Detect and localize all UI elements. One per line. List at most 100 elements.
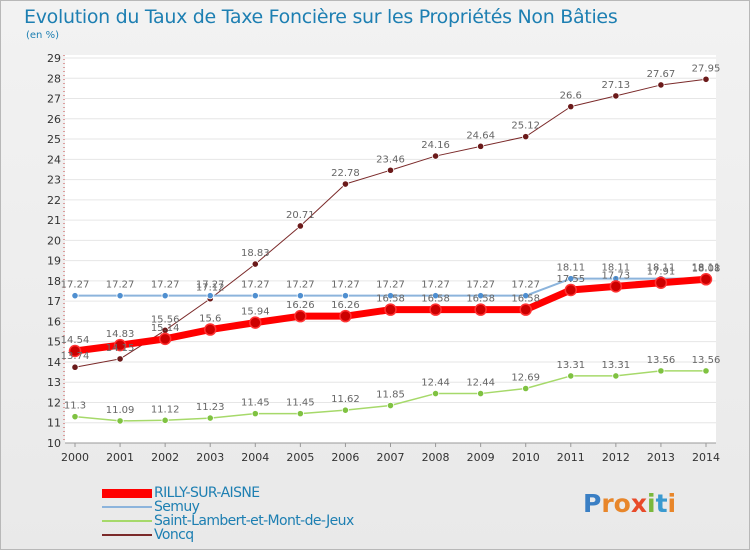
data-point bbox=[612, 92, 620, 100]
data-label: 11.45 bbox=[286, 398, 315, 409]
data-label: 18.11 bbox=[556, 263, 585, 274]
data-label: 18.08 bbox=[692, 263, 721, 274]
data-label: 14.83 bbox=[106, 329, 135, 340]
x-tick-label: 2006 bbox=[331, 451, 359, 464]
data-point bbox=[206, 292, 214, 300]
data-label: 16.58 bbox=[466, 294, 495, 305]
y-tick-label: 16 bbox=[47, 315, 61, 328]
x-tick-label: 2012 bbox=[602, 451, 630, 464]
data-point bbox=[206, 414, 214, 422]
y-tick-label: 22 bbox=[47, 194, 61, 207]
y-tick-label: 19 bbox=[47, 255, 61, 268]
data-label: 12.44 bbox=[421, 378, 450, 389]
y-tick-label: 17 bbox=[47, 295, 61, 308]
data-point bbox=[477, 142, 485, 150]
data-point bbox=[341, 292, 350, 300]
data-label: 17.27 bbox=[421, 280, 450, 291]
data-point bbox=[113, 338, 127, 352]
data-label: 15.14 bbox=[151, 323, 180, 334]
data-point bbox=[654, 276, 668, 289]
data-label: 25.12 bbox=[511, 121, 540, 132]
y-axis-unit: (en %) bbox=[26, 30, 59, 41]
data-label: 17.91 bbox=[647, 267, 676, 278]
data-label: 13.56 bbox=[692, 355, 721, 366]
data-label: 18.11 bbox=[602, 263, 631, 274]
x-tick-label: 2004 bbox=[241, 451, 269, 464]
legend-swatch bbox=[102, 520, 152, 522]
logo-letter: o bbox=[613, 489, 631, 518]
data-label: 17.27 bbox=[151, 280, 180, 291]
data-label: 26.6 bbox=[560, 91, 582, 102]
data-point bbox=[158, 332, 172, 346]
chart-title: Evolution du Taux de Taxe Foncière sur l… bbox=[24, 6, 618, 28]
x-tick-label: 2013 bbox=[647, 451, 675, 464]
data-label: 15.94 bbox=[241, 307, 270, 318]
legend-swatch bbox=[102, 506, 152, 508]
data-label: 27.95 bbox=[692, 63, 721, 74]
y-tick-label: 21 bbox=[47, 214, 61, 227]
data-point bbox=[522, 384, 530, 393]
data-label: 11.85 bbox=[376, 390, 405, 401]
y-tick-label: 29 bbox=[47, 52, 61, 65]
x-tick-label: 2007 bbox=[377, 451, 405, 464]
x-tick-label: 2000 bbox=[61, 451, 89, 464]
x-tick-label: 2009 bbox=[467, 451, 495, 464]
data-point bbox=[341, 180, 350, 188]
data-label: 18.11 bbox=[647, 263, 676, 274]
y-tick-label: 28 bbox=[47, 72, 61, 85]
data-point bbox=[567, 372, 575, 380]
x-tick-label: 2001 bbox=[106, 451, 134, 464]
data-point bbox=[431, 389, 440, 398]
data-point bbox=[519, 303, 532, 316]
data-point bbox=[296, 292, 304, 300]
data-label: 17.27 bbox=[331, 280, 360, 291]
data-point bbox=[386, 292, 395, 300]
data-label: 17.27 bbox=[376, 280, 405, 291]
data-label: 11.45 bbox=[241, 398, 270, 409]
data-label: 11.09 bbox=[106, 405, 135, 416]
logo-letter: t bbox=[655, 489, 668, 518]
data-point bbox=[522, 292, 530, 300]
data-label: 16.58 bbox=[376, 294, 405, 305]
legend-swatch bbox=[102, 488, 152, 498]
data-label: 22.78 bbox=[331, 168, 360, 179]
data-label: 17.73 bbox=[602, 270, 631, 281]
data-label: 18.83 bbox=[241, 248, 270, 259]
x-tick-label: 2010 bbox=[512, 451, 540, 464]
data-point bbox=[429, 303, 442, 316]
y-tick-label: 24 bbox=[47, 153, 61, 166]
data-label: 14.15 bbox=[106, 343, 135, 354]
y-tick-label: 18 bbox=[47, 275, 61, 288]
data-point bbox=[161, 416, 169, 424]
data-point bbox=[341, 406, 350, 414]
data-label: 17.55 bbox=[556, 274, 585, 285]
data-point bbox=[251, 260, 259, 268]
data-label: 14.54 bbox=[61, 335, 90, 346]
data-label: 13.31 bbox=[556, 360, 585, 371]
data-point bbox=[116, 417, 124, 425]
y-tick-label: 26 bbox=[47, 113, 61, 126]
data-label: 11.3 bbox=[64, 401, 86, 412]
data-point bbox=[474, 303, 487, 316]
data-point bbox=[431, 292, 440, 300]
data-point bbox=[386, 166, 395, 174]
y-tick-label: 27 bbox=[47, 93, 61, 106]
x-tick-label: 2011 bbox=[557, 451, 585, 464]
data-point bbox=[609, 280, 623, 293]
data-label: 17.27 bbox=[106, 280, 135, 291]
data-label: 17.27 bbox=[241, 280, 270, 291]
data-label: 16.58 bbox=[421, 294, 450, 305]
data-point bbox=[564, 283, 578, 297]
data-label: 17.27 bbox=[466, 280, 495, 291]
data-label: 24.64 bbox=[466, 130, 495, 141]
data-label: 11.23 bbox=[196, 402, 225, 413]
plot-area bbox=[65, 55, 716, 443]
y-tick-label: 10 bbox=[47, 437, 61, 450]
legend-label: Voncq bbox=[154, 527, 194, 543]
data-label: 20.71 bbox=[286, 210, 315, 221]
logo-letter: i bbox=[647, 489, 656, 518]
data-label: 12.69 bbox=[511, 372, 540, 383]
legend-swatch bbox=[102, 534, 152, 536]
y-tick-label: 23 bbox=[47, 174, 61, 187]
